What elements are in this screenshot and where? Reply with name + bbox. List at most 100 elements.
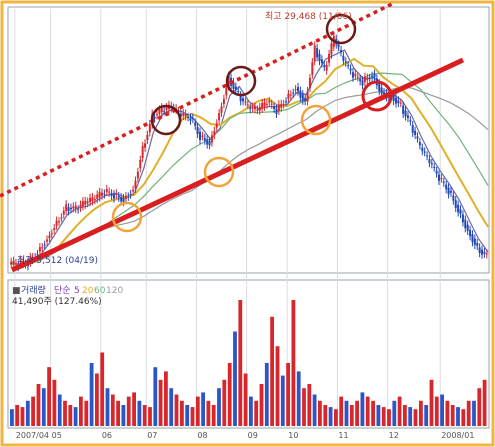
volume-bar: [270, 316, 274, 426]
volume-bar: [164, 371, 168, 426]
volume-bar: [180, 400, 184, 426]
candle-body: [77, 209, 80, 211]
volume-bar: [275, 346, 280, 426]
candle-body: [129, 193, 132, 195]
volume-bars: [10, 300, 487, 426]
volume-bar: [47, 367, 51, 426]
volume-bar: [413, 409, 418, 426]
candle-body: [57, 221, 60, 223]
candle-body: [122, 198, 125, 203]
candle-body: [187, 116, 190, 118]
volume-bar: [280, 375, 285, 426]
candle-body: [423, 151, 426, 153]
candle-body: [132, 189, 135, 192]
candle-body: [485, 253, 488, 255]
price-candles: [10, 31, 488, 271]
candle-body: [426, 155, 429, 157]
candle-body: [316, 48, 319, 58]
candle-body: [103, 193, 106, 195]
candle-body: [265, 103, 268, 105]
candle-body: [447, 187, 450, 195]
candle-body: [206, 139, 209, 145]
volume-bar: [381, 407, 386, 426]
candle-body: [356, 76, 359, 78]
candle-body: [55, 220, 58, 226]
candle-body: [404, 110, 407, 117]
candle-body: [155, 114, 158, 116]
support-trendline: [10, 57, 465, 273]
volume-legend-item: 단순: [54, 285, 71, 296]
volume-bar: [238, 300, 243, 426]
x-tick-label: 07: [147, 431, 157, 440]
volume-bar: [89, 363, 94, 426]
volume-bar: [222, 379, 227, 426]
candle-body: [481, 249, 484, 255]
candle-body: [194, 122, 197, 126]
volume-bar: [95, 373, 99, 426]
candle-body: [115, 193, 118, 195]
volume-bar: [36, 384, 41, 426]
candle-body: [397, 100, 400, 104]
candle-body: [449, 190, 452, 193]
candle-body: [435, 170, 438, 174]
x-tick-label: 05: [52, 431, 62, 440]
candle-body: [244, 101, 247, 103]
volume-bar: [328, 407, 333, 426]
candle-body: [153, 116, 156, 119]
candle-body: [237, 90, 240, 92]
volume-bar: [376, 405, 381, 426]
candle-body: [299, 90, 302, 98]
volume-bar: [360, 392, 365, 426]
candle-body: [201, 135, 204, 137]
volume-bar: [434, 396, 439, 426]
volume-legend-item: 20: [82, 286, 94, 296]
candle-body: [402, 105, 405, 114]
volume-bar: [217, 388, 221, 426]
x-tick-label: 2008/01: [441, 431, 474, 440]
volume-bar: [206, 400, 211, 426]
candle-body: [258, 106, 261, 111]
candle-body: [280, 103, 283, 108]
volume-bar: [153, 367, 158, 426]
candle-body: [239, 95, 242, 102]
candle-body: [10, 261, 13, 264]
breakdown-circle: [361, 80, 393, 112]
volume-bar: [472, 400, 476, 426]
volume-bar: [121, 405, 126, 426]
candle-body: [416, 136, 419, 139]
candle-body: [101, 192, 104, 196]
volume-bar: [63, 400, 67, 426]
candle-body: [378, 82, 381, 92]
candle-body: [351, 72, 354, 78]
candle-body: [203, 137, 206, 141]
volume-bar: [190, 407, 195, 426]
candle-body: [442, 181, 445, 183]
volume-bar: [10, 409, 14, 426]
candle-body: [452, 195, 455, 201]
volume-bar: [31, 396, 35, 426]
volume-bar: [254, 400, 259, 426]
high-touch-circle: [325, 13, 357, 45]
candle-body: [41, 247, 44, 249]
candle-body: [461, 214, 464, 223]
candle-body: [215, 123, 218, 128]
candle-body: [74, 205, 77, 209]
candle-body: [359, 78, 362, 82]
candle-body: [464, 219, 467, 229]
volume-bar: [169, 388, 174, 426]
volume-last-value: 41,490주 (127.46%): [12, 296, 102, 307]
volume-bar: [57, 394, 62, 426]
volume-bar: [482, 379, 487, 426]
candle-body: [86, 201, 89, 204]
candle-body: [469, 229, 472, 237]
volume-legend-item: 120: [106, 286, 123, 296]
candle-body: [105, 189, 108, 192]
candle-body: [148, 123, 151, 133]
candle-body: [91, 197, 94, 202]
candle-body: [89, 197, 92, 203]
candle-body: [445, 184, 448, 190]
candle-body: [371, 75, 374, 78]
candle-body: [79, 204, 82, 208]
